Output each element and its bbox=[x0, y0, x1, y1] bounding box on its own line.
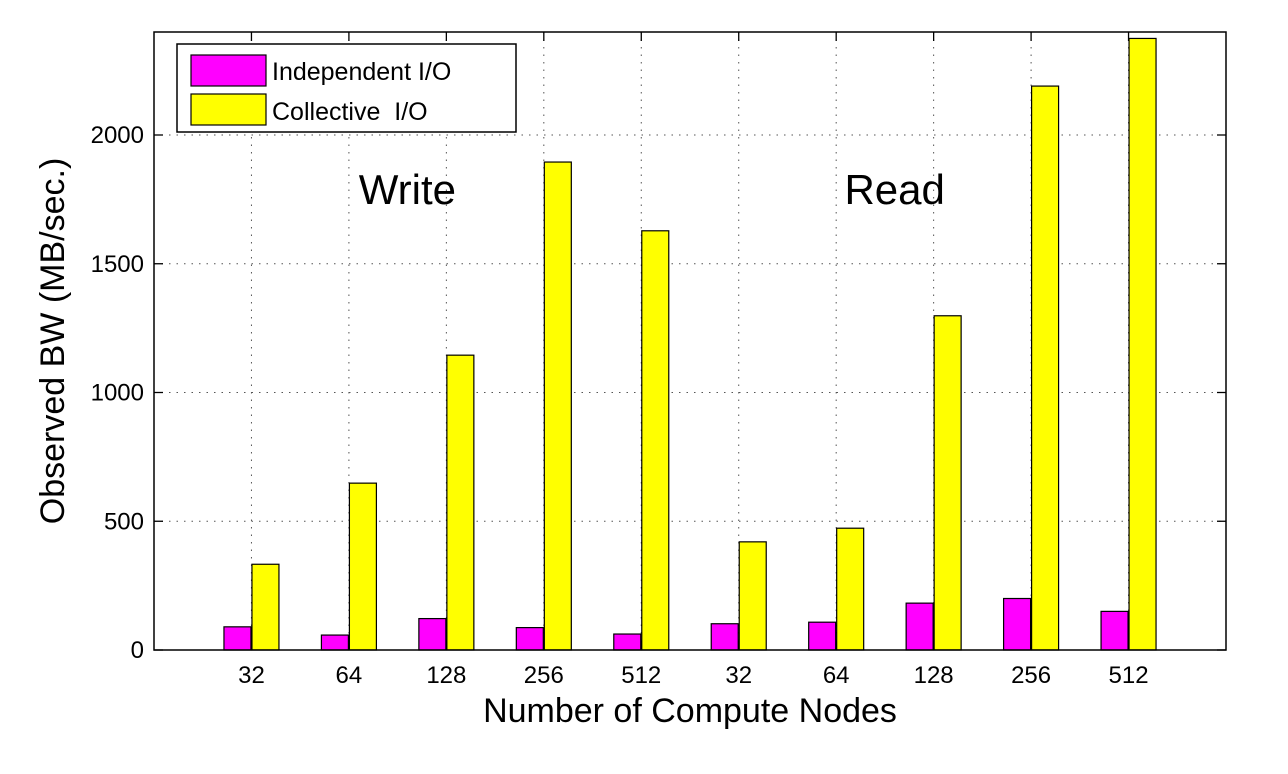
legend-swatch-collective bbox=[190, 93, 267, 126]
x-tick-label: 512 bbox=[1109, 662, 1149, 689]
bar-independent-io bbox=[1002, 597, 1032, 651]
x-tick-label: 32 bbox=[238, 662, 265, 689]
x-tick-label: 64 bbox=[823, 662, 850, 689]
bar-collective-io bbox=[251, 563, 280, 651]
bar-independent-io bbox=[223, 626, 252, 651]
legend-swatch-independent bbox=[190, 54, 267, 87]
bar-collective-io bbox=[933, 315, 962, 651]
legend: Independent I/O Collective I/O bbox=[176, 43, 517, 133]
group-label-write: Write bbox=[359, 166, 456, 213]
group-labels: Write Read bbox=[359, 166, 945, 213]
y-tick-label: 0 bbox=[131, 637, 144, 664]
bar-independent-io bbox=[1100, 610, 1129, 651]
bar-collective-io bbox=[1030, 85, 1060, 651]
bar-collective-io bbox=[641, 230, 670, 651]
bar-collective-io bbox=[348, 482, 378, 651]
bar-collective-io bbox=[446, 354, 475, 651]
bar-independent-io bbox=[710, 623, 739, 651]
y-tick-label: 2000 bbox=[91, 122, 144, 149]
x-tick-label: 256 bbox=[1011, 662, 1051, 689]
group-label-read: Read bbox=[844, 166, 944, 213]
x-tick-label: 64 bbox=[336, 662, 363, 689]
bars bbox=[223, 37, 1157, 651]
bar-independent-io bbox=[418, 617, 447, 651]
bar-collective-io bbox=[1128, 37, 1157, 651]
bar-collective-io bbox=[543, 161, 572, 651]
bar-independent-io bbox=[613, 633, 642, 651]
x-tick-label: 128 bbox=[426, 662, 466, 689]
bar-collective-io bbox=[836, 527, 865, 651]
plot-frame bbox=[153, 31, 1227, 651]
y-axis-title: Observed BW (MB/sec.) bbox=[34, 158, 72, 525]
legend-label-collective: Collective I/O bbox=[272, 98, 428, 126]
axis-ticks: 0 500 1000 1500 2000 32 64 128 256 512 32 64 128 256 5… bbox=[91, 32, 1226, 689]
y-tick-label: 1500 bbox=[91, 251, 144, 278]
legend-label-independent: Independent I/O bbox=[272, 58, 451, 86]
y-tick-label: 500 bbox=[104, 508, 144, 535]
bar-collective-io bbox=[738, 541, 767, 651]
bar-independent-io bbox=[808, 621, 837, 651]
x-tick-label: 32 bbox=[725, 662, 752, 689]
x-tick-label: 256 bbox=[524, 662, 564, 689]
x-tick-label: 128 bbox=[914, 662, 954, 689]
x-tick-label: 512 bbox=[621, 662, 661, 689]
y-tick-label: 1000 bbox=[91, 380, 144, 407]
bar-independent-io bbox=[320, 634, 350, 651]
bar-independent-io bbox=[905, 602, 934, 651]
x-axis-title: Number of Compute Nodes bbox=[483, 692, 897, 730]
bar-independent-io bbox=[515, 626, 544, 651]
